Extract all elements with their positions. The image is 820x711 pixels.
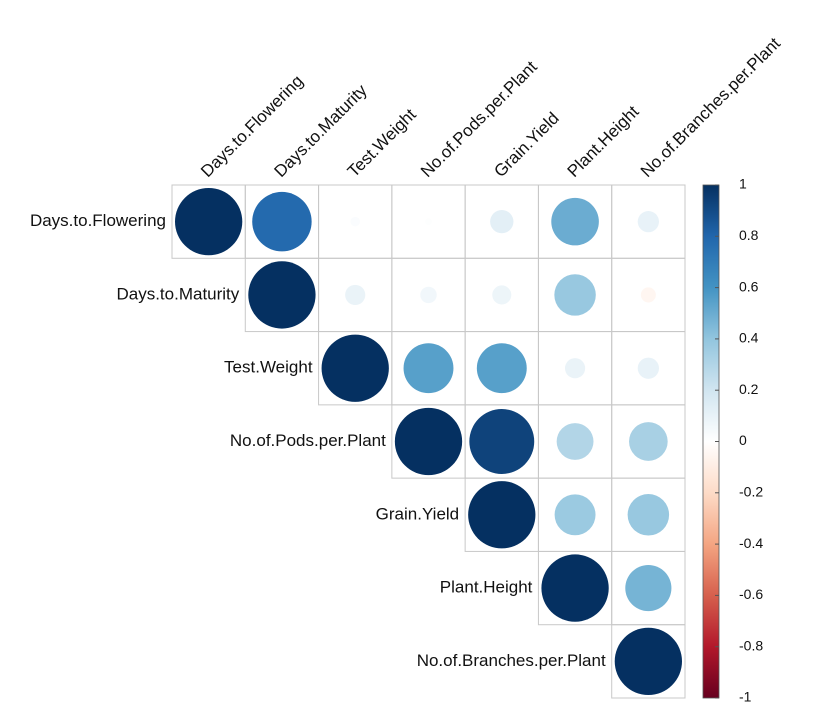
colorbar-tick-label: 0.8 xyxy=(739,227,759,243)
column-label: Plant.Height xyxy=(564,102,643,181)
row-label: Grain.Yield xyxy=(376,504,459,523)
colorbar-tick-label: 0.6 xyxy=(739,278,759,294)
corr-circle xyxy=(554,494,596,536)
cell xyxy=(611,624,686,699)
corr-circle xyxy=(637,211,659,233)
corr-circle xyxy=(248,261,316,329)
corr-circle xyxy=(350,216,360,227)
corr-circle xyxy=(625,565,672,612)
row-label: Test.Weight xyxy=(224,358,313,377)
corr-circle xyxy=(564,358,586,379)
colorbar-tick-label: -0.6 xyxy=(739,586,763,602)
colorbar-tick-label: 0.4 xyxy=(739,330,759,346)
row-label: Days.to.Maturity xyxy=(116,284,239,303)
corr-circle xyxy=(394,407,463,476)
column-label: Grain.Yield xyxy=(490,109,562,181)
row-label: No.of.Branches.per.Plant xyxy=(417,651,606,670)
column-label: No.of.Branches.per.Plant xyxy=(637,34,784,181)
corr-circle xyxy=(469,409,535,474)
corr-circle xyxy=(175,188,243,256)
corr-circle xyxy=(425,218,432,226)
row-label: Plant.Height xyxy=(440,578,533,597)
colorbar-tick-label: -0.2 xyxy=(739,484,763,500)
corr-circle xyxy=(637,357,659,379)
corr-circle xyxy=(252,191,312,252)
colorbar-tick-label: -0.4 xyxy=(739,535,763,551)
corr-circle xyxy=(551,197,599,246)
row-label: Days.to.Flowering xyxy=(30,211,166,230)
corr-circle xyxy=(627,494,670,536)
corr-circle xyxy=(629,422,668,461)
corr-circle xyxy=(321,334,389,402)
colorbar-tick-label: 1 xyxy=(739,176,747,192)
colorbar-tick-label: -0.8 xyxy=(739,637,763,653)
corr-circle xyxy=(490,209,514,234)
corr-circle xyxy=(556,423,594,460)
corr-circle xyxy=(614,627,682,695)
column-label: Test.Weight xyxy=(344,105,420,181)
corr-circle xyxy=(420,286,437,304)
corr-circle xyxy=(640,287,656,303)
corr-circle xyxy=(403,343,454,394)
colorbar-tick-label: 0.2 xyxy=(739,381,759,397)
corr-circle xyxy=(554,274,596,316)
colorbar-tick-label: 0 xyxy=(739,432,747,448)
row-label: No.of.Pods.per.Plant xyxy=(230,431,386,450)
colorbar-tick-label: -1 xyxy=(739,689,752,705)
column-label: No.of.Pods.per.Plant xyxy=(417,57,541,181)
corr-circle xyxy=(492,285,512,305)
corr-circle xyxy=(345,284,366,306)
corr-circle xyxy=(541,554,609,622)
corr-circle xyxy=(468,481,536,549)
corr-circle xyxy=(476,343,527,394)
